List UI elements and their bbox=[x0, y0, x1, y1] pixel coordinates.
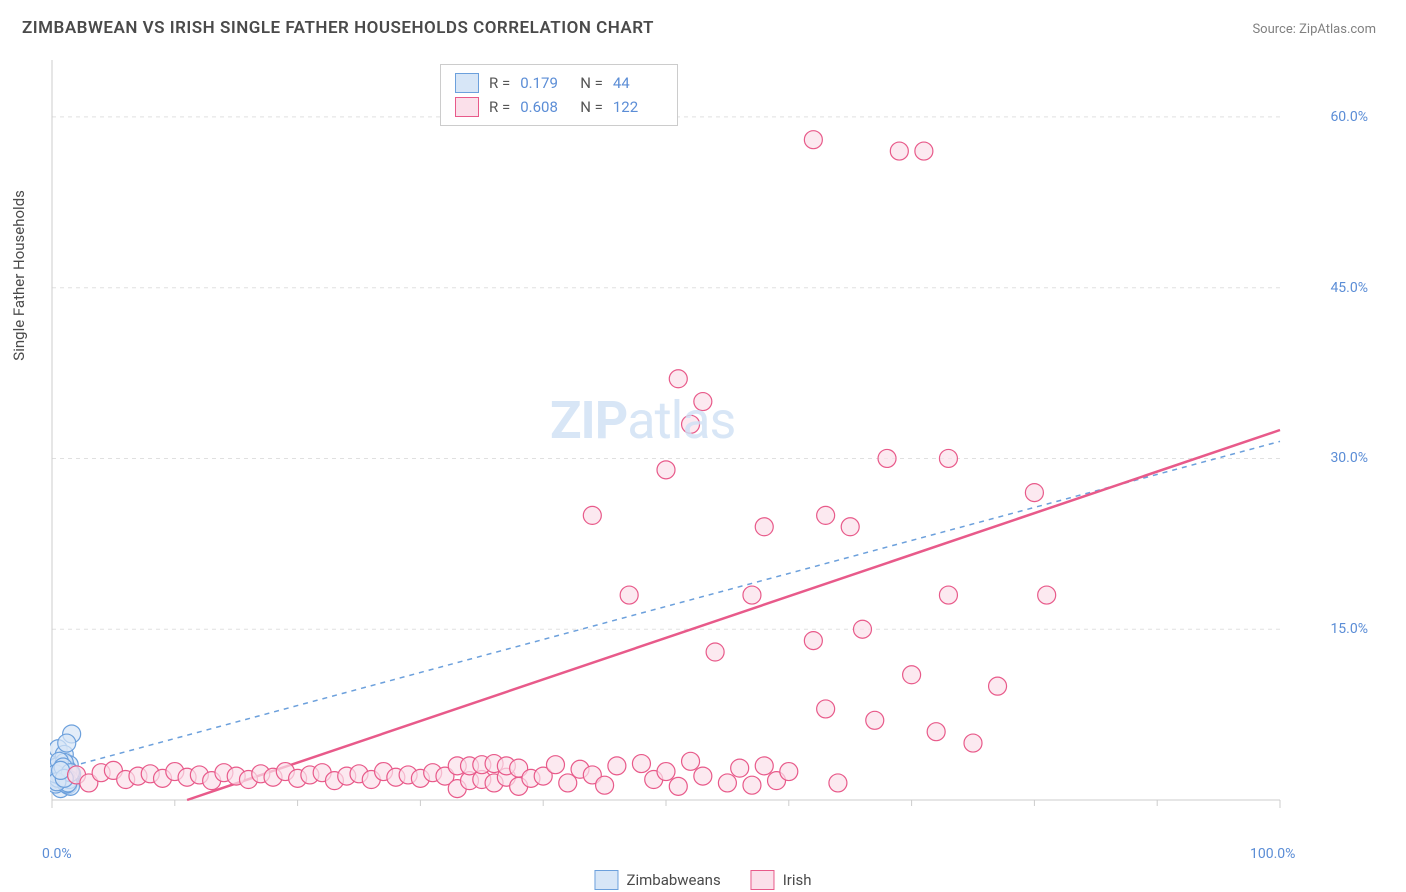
r-label: R = bbox=[489, 98, 510, 116]
swatch-zimbabweans bbox=[455, 73, 479, 93]
r-value-irish: 0.608 bbox=[520, 98, 570, 116]
n-value-irish: 122 bbox=[613, 98, 663, 116]
legend-item-zimbabweans: Zimbabweans bbox=[594, 870, 720, 890]
x-tick-label: 100.0% bbox=[1250, 846, 1295, 862]
legend-swatch-zimbabweans bbox=[594, 870, 618, 890]
stats-row-zimbabweans: R = 0.179 N = 44 bbox=[455, 71, 663, 95]
source-attribution: Source: ZipAtlas.com bbox=[1252, 22, 1376, 37]
n-value-zimbabweans: 44 bbox=[613, 74, 663, 92]
source-link[interactable]: ZipAtlas.com bbox=[1299, 22, 1376, 37]
legend-swatch-irish bbox=[751, 870, 775, 890]
chart-title: ZIMBABWEAN VS IRISH SINGLE FATHER HOUSEH… bbox=[22, 18, 654, 38]
scatter-chart bbox=[50, 60, 1340, 830]
y-tick-label: 30.0% bbox=[1330, 450, 1368, 466]
plot-area bbox=[50, 60, 1340, 830]
x-tick-label: 0.0% bbox=[42, 846, 72, 862]
stats-legend-box: R = 0.179 N = 44 R = 0.608 N = 122 bbox=[440, 64, 678, 126]
legend-label-irish: Irish bbox=[783, 871, 812, 889]
y-tick-label: 15.0% bbox=[1330, 621, 1368, 637]
swatch-irish bbox=[455, 97, 479, 117]
y-tick-label: 45.0% bbox=[1330, 280, 1368, 296]
legend-label-zimbabweans: Zimbabweans bbox=[626, 871, 720, 889]
y-tick-label: 60.0% bbox=[1330, 109, 1368, 125]
chart-container: ZIMBABWEAN VS IRISH SINGLE FATHER HOUSEH… bbox=[0, 0, 1406, 892]
y-axis-label: Single Father Households bbox=[10, 190, 28, 361]
r-label: R = bbox=[489, 74, 510, 92]
legend-item-irish: Irish bbox=[751, 870, 812, 890]
bottom-legend: Zimbabweans Irish bbox=[594, 870, 811, 890]
n-label: N = bbox=[580, 74, 603, 92]
stats-row-irish: R = 0.608 N = 122 bbox=[455, 95, 663, 119]
source-label: Source: bbox=[1252, 22, 1295, 37]
r-value-zimbabweans: 0.179 bbox=[520, 74, 570, 92]
n-label: N = bbox=[580, 98, 603, 116]
